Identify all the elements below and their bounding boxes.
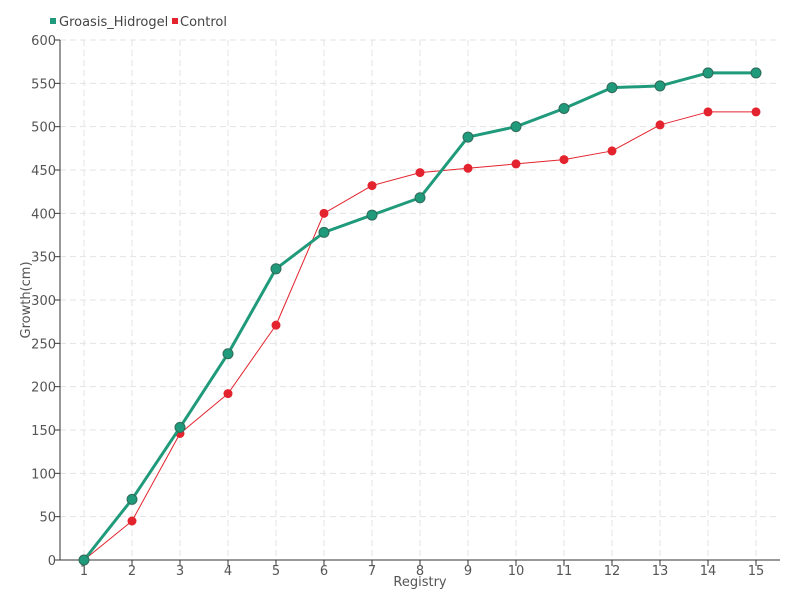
data-point-groasis-hidrogel[interactable] bbox=[510, 121, 522, 133]
data-point-control[interactable] bbox=[127, 516, 137, 526]
x-tick-label: 5 bbox=[272, 564, 280, 579]
y-tick-label: 50 bbox=[39, 511, 56, 526]
legend-swatch-control bbox=[172, 18, 178, 24]
legend-item-control[interactable]: Control bbox=[172, 15, 227, 30]
legend-label-groasis-hidrogel: Groasis_Hidrogel bbox=[59, 15, 168, 30]
data-point-control[interactable] bbox=[319, 208, 329, 218]
y-tick-label: 550 bbox=[31, 77, 56, 92]
y-tick-label: 300 bbox=[31, 294, 56, 309]
data-point-control[interactable] bbox=[703, 107, 713, 117]
data-point-groasis-hidrogel[interactable] bbox=[750, 67, 762, 79]
legend-label-control: Control bbox=[180, 15, 227, 30]
data-point-groasis-hidrogel[interactable] bbox=[462, 131, 474, 143]
series-group bbox=[78, 67, 762, 566]
y-tick-label: 450 bbox=[31, 164, 56, 179]
data-point-control[interactable] bbox=[223, 389, 233, 399]
data-point-control[interactable] bbox=[655, 120, 665, 130]
x-tick-label: 15 bbox=[748, 564, 765, 579]
data-point-groasis-hidrogel[interactable] bbox=[702, 67, 714, 79]
data-point-control[interactable] bbox=[463, 163, 473, 173]
data-point-groasis-hidrogel[interactable] bbox=[270, 263, 282, 275]
x-tick-label: 8 bbox=[416, 564, 424, 579]
data-point-control[interactable] bbox=[415, 168, 425, 178]
legend-swatch-groasis-hidrogel bbox=[50, 18, 56, 24]
y-tick-label: 0 bbox=[48, 554, 56, 569]
data-point-control[interactable] bbox=[367, 181, 377, 191]
y-tick-label: 150 bbox=[31, 424, 56, 439]
y-axis-title: Growth(cm) bbox=[19, 261, 34, 338]
data-point-groasis-hidrogel[interactable] bbox=[78, 554, 90, 566]
y-axis-ticks: 0 50 100 150 200 250 300 350 400 450 500 550 600 bbox=[31, 34, 60, 569]
data-point-groasis-hidrogel[interactable] bbox=[222, 348, 234, 360]
data-point-groasis-hidrogel[interactable] bbox=[318, 226, 330, 238]
data-point-groasis-hidrogel[interactable] bbox=[558, 102, 570, 114]
y-tick-label: 400 bbox=[31, 207, 56, 222]
y-tick-label: 600 bbox=[31, 34, 56, 49]
data-point-control[interactable] bbox=[751, 107, 761, 117]
y-tick-label: 100 bbox=[31, 467, 56, 482]
legend: Groasis_Hidrogel Control bbox=[50, 15, 227, 30]
x-tick-label: 7 bbox=[368, 564, 376, 579]
x-tick-label: 3 bbox=[176, 564, 184, 579]
x-tick-label: 12 bbox=[604, 564, 621, 579]
data-point-groasis-hidrogel[interactable] bbox=[366, 209, 378, 221]
data-point-groasis-hidrogel[interactable] bbox=[606, 82, 618, 94]
x-tick-label: 2 bbox=[128, 564, 136, 579]
x-tick-label: 4 bbox=[224, 564, 232, 579]
data-point-groasis-hidrogel[interactable] bbox=[414, 192, 426, 204]
x-tick-label: 9 bbox=[464, 564, 472, 579]
y-tick-label: 500 bbox=[31, 121, 56, 136]
x-tick-label: 11 bbox=[556, 564, 573, 579]
series-groasis-hidrogel bbox=[78, 67, 762, 566]
data-point-groasis-hidrogel[interactable] bbox=[126, 493, 138, 505]
data-point-control[interactable] bbox=[607, 146, 617, 156]
x-tick-label: 1 bbox=[80, 564, 88, 579]
y-tick-label: 350 bbox=[31, 251, 56, 266]
data-point-control[interactable] bbox=[559, 155, 569, 165]
legend-item-groasis-hidrogel[interactable]: Groasis_Hidrogel bbox=[50, 15, 168, 30]
data-point-control[interactable] bbox=[511, 159, 521, 169]
x-axis-ticks: 1 2 3 4 5 6 7 8 9 10 11 12 13 14 15 bbox=[80, 560, 764, 579]
y-tick-label: 250 bbox=[31, 337, 56, 352]
x-tick-label: 13 bbox=[652, 564, 669, 579]
data-point-control[interactable] bbox=[271, 320, 281, 330]
data-point-groasis-hidrogel[interactable] bbox=[174, 421, 186, 433]
data-point-groasis-hidrogel[interactable] bbox=[654, 80, 666, 92]
x-tick-label: 6 bbox=[320, 564, 328, 579]
x-tick-label: 14 bbox=[700, 564, 717, 579]
x-axis-title: Registry bbox=[393, 575, 447, 590]
grid bbox=[60, 39, 780, 560]
x-tick-label: 10 bbox=[508, 564, 525, 579]
y-tick-label: 200 bbox=[31, 381, 56, 396]
